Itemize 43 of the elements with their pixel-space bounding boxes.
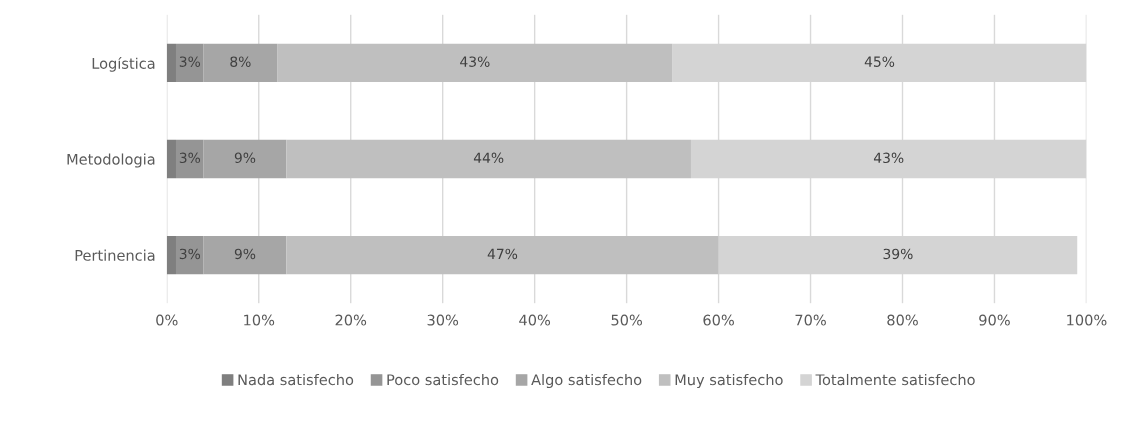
x-tick-label: 20% (335, 314, 367, 326)
legend-label: Totalmente satisfecho (815, 373, 975, 386)
x-tick-label: 30% (427, 314, 459, 326)
x-tick-label: 50% (611, 314, 643, 326)
data-label: 43% (460, 56, 490, 67)
bar (203, 139, 287, 179)
x-tick-label: 10% (244, 314, 275, 326)
x-tick-label: 40% (519, 314, 551, 326)
x-tick-label: 70% (795, 314, 826, 326)
bar (277, 43, 673, 83)
y-tick-label: Pertinencia (75, 249, 155, 261)
data-label: 3% (179, 248, 201, 260)
y-tick-label: Metodologia (67, 153, 155, 168)
data-label: 9% (234, 248, 256, 260)
data-label: 44% (473, 152, 504, 164)
data-label: 43% (873, 152, 904, 164)
legend-label: Algo satisfecho (531, 373, 642, 389)
y-tick-label: Logística (92, 57, 155, 72)
bar (166, 43, 176, 83)
bar (286, 235, 719, 275)
bar (166, 235, 176, 275)
bar (175, 139, 204, 179)
data-label: 3% (179, 56, 201, 67)
data-label: 47% (487, 248, 518, 260)
bar (203, 43, 278, 83)
data-label: 9% (234, 152, 256, 164)
x-tick-label: 100% (1067, 314, 1107, 326)
legend-label: Muy satisfecho (675, 373, 783, 389)
bar (286, 139, 691, 179)
bar (203, 235, 287, 275)
x-tick-label: 90% (979, 314, 1010, 326)
x-tick-label: 0% (156, 314, 178, 326)
x-tick-label: 60% (703, 314, 734, 326)
bar (175, 235, 204, 275)
data-label: 45% (864, 56, 895, 67)
bar (166, 139, 176, 179)
bar (175, 43, 204, 83)
data-label: 39% (883, 248, 913, 260)
x-tick-label: 80% (887, 314, 918, 326)
legend-label: Poco satisfecho (387, 373, 499, 386)
legend-label: Nada satisfecho (238, 373, 354, 386)
data-label: 8% (230, 56, 251, 67)
data-label: 3% (179, 152, 201, 164)
